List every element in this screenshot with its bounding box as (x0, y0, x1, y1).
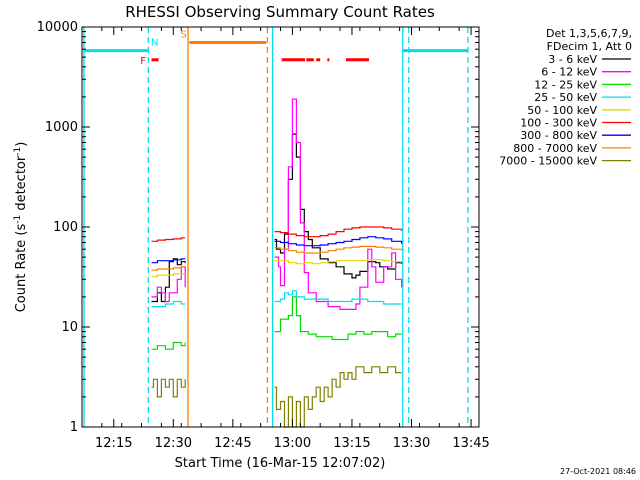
series-5-seg1 (151, 237, 186, 242)
legend-label-8: 7000 - 15000 keV (499, 155, 597, 168)
series-7-seg1 (151, 266, 186, 271)
series-layer (151, 98, 403, 428)
x-tick-label-3: 13:00 (274, 436, 311, 451)
y-tick-label-4: 10000 (37, 20, 78, 35)
series-8-seg1 (151, 378, 186, 398)
series-3-seg1 (151, 300, 186, 308)
legend-label-5: 100 - 300 keV (520, 117, 597, 130)
legend-label-1: 6 - 12 keV (541, 66, 597, 79)
flag-labels-layer: FN S (140, 30, 187, 67)
legend-label-7: 800 - 7000 keV (513, 142, 597, 155)
y-axis-label-sup1: -1 (13, 215, 23, 224)
y-axis-label-part2: detector (14, 155, 29, 215)
legend-label-0: 3 - 6 keV (548, 53, 597, 66)
series-3-seg2 (274, 290, 402, 305)
y-tick-label-2: 100 (53, 220, 78, 235)
vlines-layer (83, 27, 469, 427)
legend-label-3: 25 - 50 keV (534, 91, 597, 104)
x-tick-label-0: 12:15 (95, 436, 132, 451)
series-8-seg2 (274, 366, 402, 428)
legend-header-line2: FDecim 1, Att 0 (547, 40, 632, 53)
series-1-seg1 (151, 266, 186, 303)
flag-label-n: N (151, 37, 158, 48)
x-tick-label-5: 13:30 (393, 436, 430, 451)
x-tick-label-2: 12:45 (214, 436, 251, 451)
legend-label-4: 50 - 100 keV (527, 104, 597, 117)
legend-label-2: 12 - 25 keV (534, 78, 597, 91)
series-6-seg1 (151, 258, 186, 264)
series-4-seg2 (274, 259, 403, 265)
x-tick-label-4: 13:15 (333, 436, 370, 451)
series-7-seg2 (274, 245, 403, 254)
series-6-seg2 (274, 236, 403, 247)
y-axis-label: Count Rate (s-1 detector-1) (13, 142, 29, 313)
series-0-seg2 (274, 133, 403, 279)
y-axis-label-part3: ) (14, 142, 29, 147)
x-tick-label-6: 13:45 (452, 436, 489, 451)
y-axis-label-part1: Count Rate (s (14, 224, 29, 313)
series-0-seg1 (151, 258, 186, 303)
legend-header-line1: Det 1,3,5,6,7,9, (546, 27, 632, 40)
flag-label-f: F (140, 56, 146, 67)
y-tick-label-0: 1 (70, 420, 78, 435)
axes-layer: 12:15 12:30 12:45 13:00 13:15 13:30 13:45 1 10 10… (37, 20, 490, 451)
x-tick-label-1: 12:30 (155, 436, 192, 451)
y-tick-label-1: 10 (61, 320, 78, 335)
flag-label-s: S (180, 30, 186, 41)
series-2-seg2 (274, 296, 402, 341)
plot-frame (81, 26, 480, 428)
y-axis-label-sup2: -1 (13, 147, 23, 156)
chart-title: RHESSI Observing Summary Count Rates (125, 3, 435, 21)
legend-label-6: 300 - 800 keV (520, 129, 597, 142)
timestamp: 27-Oct-2021 08:46 (560, 467, 636, 476)
x-axis-label: Start Time (16-Mar-15 12:07:02) (175, 456, 386, 471)
y-tick-label-3: 1000 (45, 120, 78, 135)
series-5-seg2 (274, 226, 403, 238)
series-4-seg1 (151, 273, 186, 278)
flag-bars-layer (83, 40, 468, 62)
series-2-seg1 (151, 341, 186, 350)
series-1-seg2 (274, 98, 403, 310)
